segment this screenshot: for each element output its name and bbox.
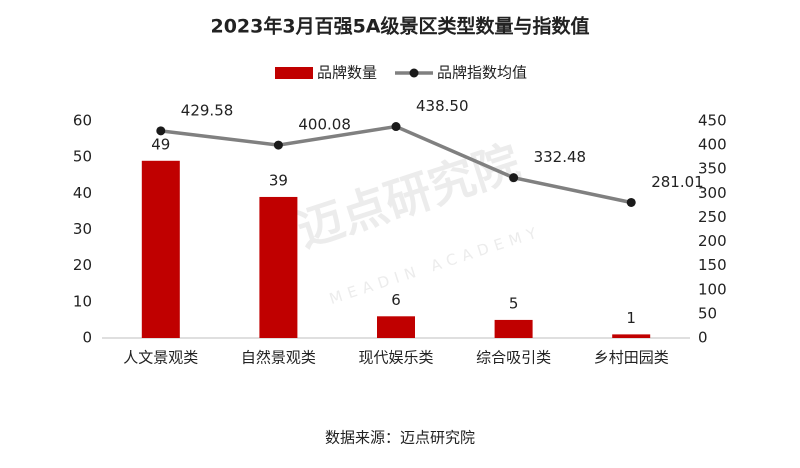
data-label: 400.08 xyxy=(298,116,351,134)
y2-tick-label: 400 xyxy=(698,136,727,154)
y-tick-label: 40 xyxy=(73,184,92,202)
y-tick-label: 20 xyxy=(73,256,92,274)
bar xyxy=(377,316,415,338)
data-label: 281.01 xyxy=(651,173,704,191)
data-label: 6 xyxy=(391,291,401,309)
x-tick-label: 自然景观类 xyxy=(241,349,316,367)
data-label: 5 xyxy=(509,294,519,312)
legend-marker xyxy=(409,68,419,78)
bar xyxy=(141,160,180,338)
y2-tick-label: 100 xyxy=(698,280,727,298)
chart-title: 2023年3月百强5A级景区类型数量与指数值 xyxy=(210,15,589,38)
x-tick-label: 人文景观类 xyxy=(123,349,198,367)
line-marker xyxy=(273,140,283,150)
legend-label: 品牌指数均值 xyxy=(437,64,527,82)
y2-tick-label: 150 xyxy=(698,256,727,274)
x-tick-label: 现代娱乐类 xyxy=(358,349,433,367)
bar xyxy=(259,196,298,338)
legend-swatch xyxy=(275,67,313,79)
y-tick-label: 30 xyxy=(73,220,92,238)
y-tick-label: 60 xyxy=(73,112,92,130)
bar xyxy=(494,319,533,338)
source: 数据来源：迈点研究院 xyxy=(325,429,475,447)
data-label: 39 xyxy=(269,171,288,189)
x-tick-label: 乡村田园类 xyxy=(594,349,669,367)
bar xyxy=(612,334,651,338)
y2-tick-label: 300 xyxy=(698,184,727,202)
y-tick-label: 0 xyxy=(82,329,92,347)
line-marker xyxy=(391,122,401,132)
legend-label: 品牌数量 xyxy=(317,64,377,82)
data-label: 49 xyxy=(151,135,170,153)
data-label: 332.48 xyxy=(534,148,587,166)
y2-tick-label: 350 xyxy=(698,160,727,178)
y2-tick-label: 200 xyxy=(698,232,727,250)
line-marker xyxy=(626,197,636,207)
y2-tick-label: 450 xyxy=(698,112,727,130)
data-label: 1 xyxy=(626,309,636,327)
y2-tick-label: 0 xyxy=(698,329,708,347)
y2-tick-label: 250 xyxy=(698,208,727,226)
y-tick-label: 10 xyxy=(73,292,92,310)
line-marker xyxy=(156,126,166,136)
y-tick-label: 50 xyxy=(73,148,92,166)
line-marker xyxy=(509,173,519,183)
data-label: 438.50 xyxy=(416,97,469,115)
y2-tick-label: 50 xyxy=(698,304,717,322)
data-label: 429.58 xyxy=(181,101,234,119)
x-tick-label: 综合吸引类 xyxy=(476,349,551,367)
